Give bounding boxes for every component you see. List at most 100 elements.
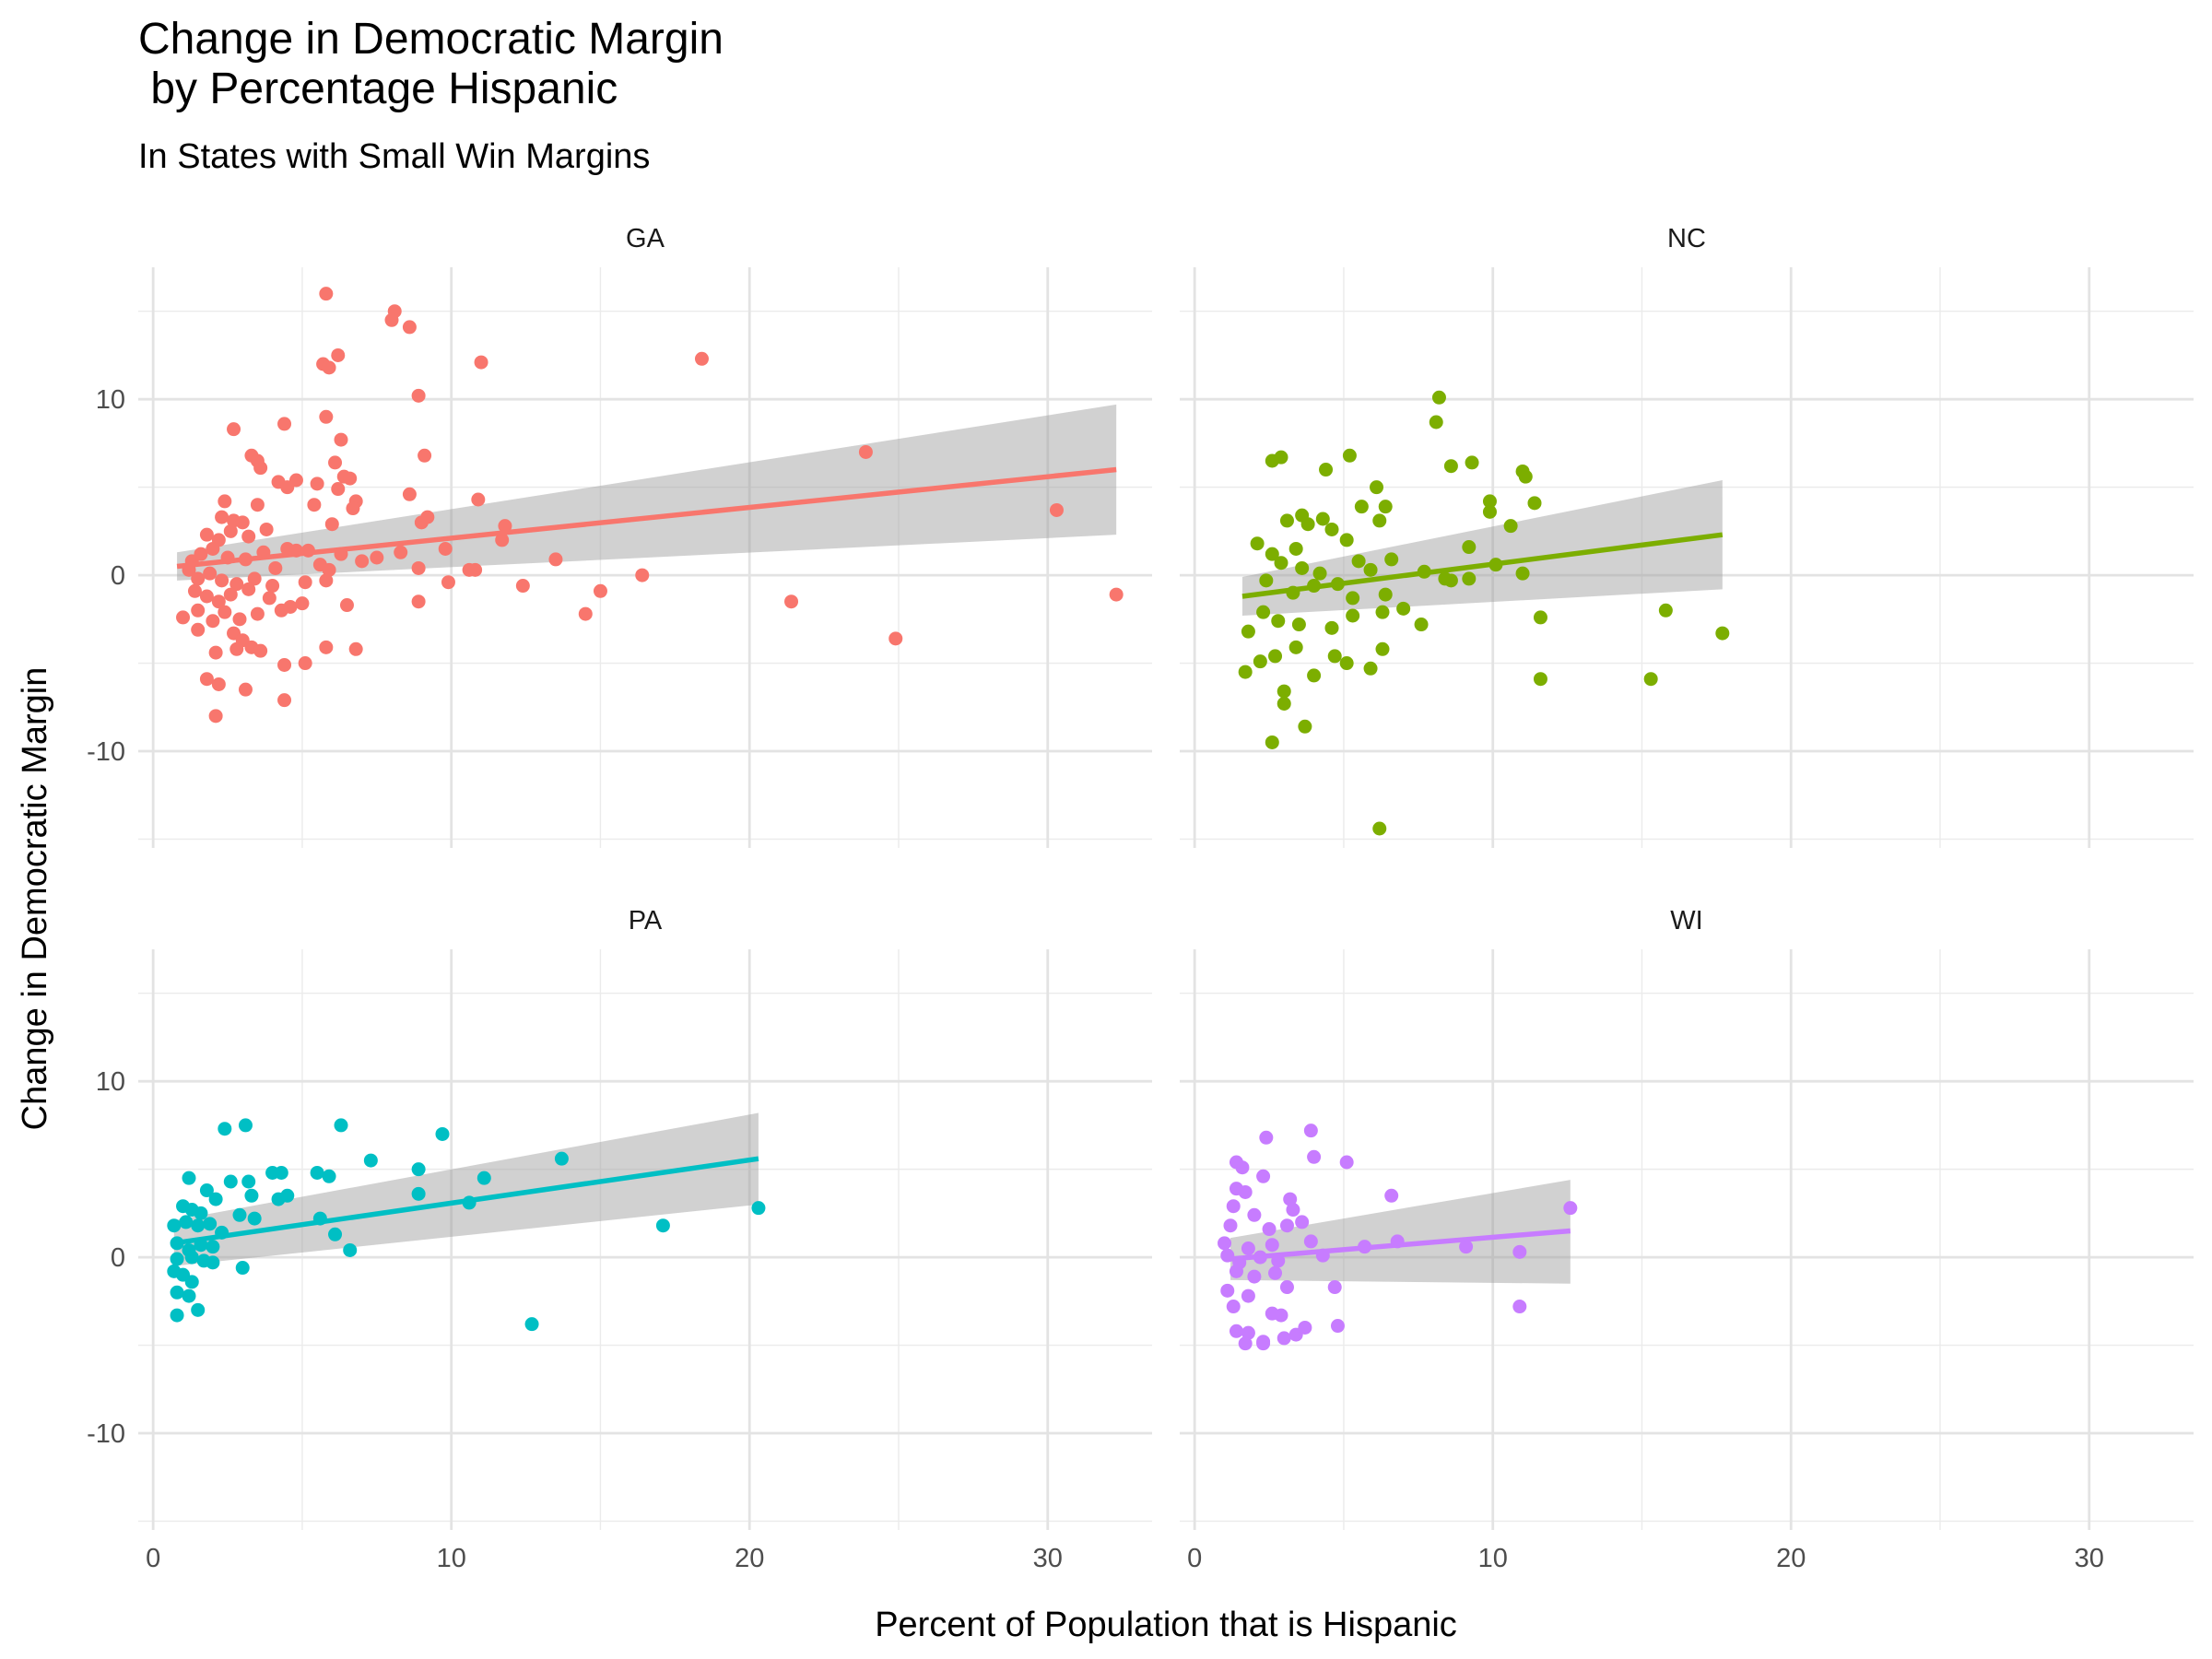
data-point (1315, 512, 1330, 526)
data-point (1238, 665, 1253, 679)
data-point (1431, 390, 1446, 405)
data-point (334, 432, 348, 447)
data-point (1533, 610, 1547, 625)
data-point (206, 1240, 220, 1254)
data-point (250, 498, 265, 512)
data-point (238, 682, 253, 697)
data-point (184, 1275, 199, 1289)
data-point (1330, 1319, 1345, 1334)
data-point (343, 471, 358, 486)
data-point (1265, 735, 1279, 749)
data-point (241, 529, 256, 544)
data-point (1265, 547, 1279, 561)
confidence-band (177, 404, 1117, 581)
data-point (1414, 618, 1429, 632)
data-point (1250, 536, 1265, 551)
data-point (268, 560, 283, 575)
data-point (176, 610, 191, 625)
data-point (1256, 1336, 1271, 1351)
data-point (343, 1242, 358, 1257)
data-point (1288, 541, 1303, 556)
data-point (295, 596, 310, 611)
data-point (420, 510, 435, 524)
data-point (211, 594, 226, 609)
data-point (1482, 494, 1497, 509)
data-point (310, 477, 324, 491)
data-point (187, 583, 202, 598)
data-point (247, 1211, 262, 1226)
data-point (331, 482, 346, 497)
data-point (394, 545, 408, 559)
data-point (1279, 1280, 1294, 1295)
panel-pa: PA -10 0 10 0 10 20 30 (87, 906, 1152, 1573)
data-point (1277, 1331, 1291, 1346)
x-tick-label: 30 (1033, 1544, 1063, 1573)
data-point (1286, 1203, 1300, 1218)
y-tick-label: -10 (87, 737, 125, 767)
data-point (262, 591, 276, 606)
data-point (324, 517, 339, 532)
data-point (307, 498, 322, 512)
data-point (1312, 566, 1327, 581)
data-point (355, 554, 370, 569)
confidence-band (173, 1112, 759, 1266)
data-point (241, 582, 256, 596)
y-tick-label: 10 (96, 1067, 125, 1097)
data-point (1319, 463, 1334, 477)
data-point (1218, 1236, 1232, 1251)
confidence-band (1241, 480, 1723, 616)
data-point (319, 640, 334, 654)
data-point (1238, 1184, 1253, 1199)
x-tick-label: 20 (735, 1544, 764, 1573)
data-point (1378, 587, 1393, 602)
data-point (1563, 1201, 1578, 1216)
data-point (1271, 614, 1286, 629)
data-point (411, 388, 426, 403)
data-point (1295, 1215, 1310, 1230)
data-point (328, 1227, 343, 1241)
data-point (277, 693, 292, 708)
data-point (1277, 684, 1291, 699)
data-point (1443, 459, 1458, 474)
data-point (1241, 1241, 1255, 1256)
data-point (253, 643, 268, 658)
panel-strip-label: NC (1667, 224, 1706, 253)
data-point (223, 587, 238, 602)
data-point (858, 444, 873, 459)
data-point (211, 677, 226, 691)
data-point (1429, 415, 1443, 429)
data-point (441, 575, 455, 590)
data-point (1715, 626, 1730, 641)
data-point (1372, 513, 1387, 528)
data-point (1268, 649, 1283, 664)
y-tick-label: 10 (96, 385, 125, 415)
data-point (784, 594, 799, 609)
data-point (1324, 522, 1339, 536)
data-point (1109, 587, 1124, 602)
data-point (411, 560, 426, 575)
data-point (277, 657, 292, 672)
data-point (1459, 1240, 1474, 1254)
data-point (191, 571, 206, 586)
data-point (402, 487, 417, 501)
data-point (1482, 504, 1497, 519)
data-point (322, 562, 336, 577)
data-point (194, 547, 208, 561)
x-tick-label: 30 (2075, 1544, 2104, 1573)
data-point (170, 1252, 184, 1266)
data-point (1295, 560, 1310, 575)
data-point (1279, 1218, 1294, 1233)
data-point (1339, 656, 1354, 671)
data-point (1384, 1188, 1399, 1203)
data-point (244, 1188, 259, 1203)
data-point (694, 351, 709, 366)
x-tick-label: 0 (1187, 1544, 1202, 1573)
data-point (363, 1153, 378, 1168)
fit-line (176, 466, 1117, 570)
data-point (1298, 719, 1312, 734)
data-point (235, 515, 250, 530)
data-point (215, 573, 229, 588)
data-point (206, 614, 220, 629)
data-point (208, 645, 223, 660)
data-point (298, 656, 312, 671)
